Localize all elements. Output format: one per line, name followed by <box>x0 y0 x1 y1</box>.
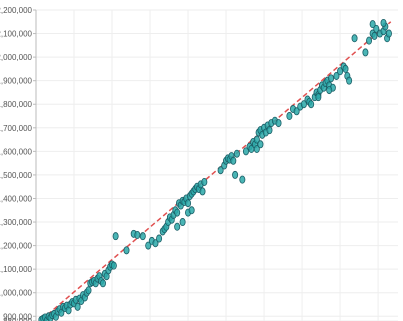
scatter-point <box>135 231 140 238</box>
scatter-point <box>327 87 332 94</box>
scatter-point <box>189 207 194 214</box>
scatter-point <box>328 75 333 82</box>
scatter-point <box>113 233 118 240</box>
y-tick-label: 2,100,000 <box>0 30 33 39</box>
scatter-point <box>240 176 245 183</box>
y-tick-label: 1,100,000 <box>0 265 33 274</box>
scatter-point <box>200 188 205 195</box>
scatter-point <box>343 65 348 72</box>
scatter-point <box>347 77 352 84</box>
scatter-point <box>124 247 129 254</box>
y-axis-ticks: 880,000900,0001,000,0001,100,0001,200,00… <box>0 6 36 321</box>
y-tick-label: 1,000,000 <box>0 289 33 298</box>
scatter-point <box>381 19 386 26</box>
scatter-point <box>316 94 321 101</box>
scatter-point <box>372 32 377 39</box>
scatter-point <box>111 262 116 269</box>
data-points <box>39 19 392 321</box>
scatter-point <box>276 119 281 126</box>
y-tick-label: 1,600,000 <box>0 147 33 156</box>
y-tick-label: 900,000 <box>3 312 32 321</box>
scatter-point <box>370 21 375 28</box>
scatter-point <box>231 157 236 164</box>
scatter-point <box>267 127 272 134</box>
scatter-point <box>202 178 207 185</box>
scatter-point <box>156 235 161 242</box>
y-tick-label: 1,200,000 <box>0 242 33 251</box>
scatter-point <box>233 171 238 178</box>
scatter-point <box>140 233 145 240</box>
scatter-point <box>185 200 190 207</box>
trendline <box>41 22 390 320</box>
scatter-point <box>175 209 180 216</box>
y-tick-label: 1,900,000 <box>0 77 33 86</box>
scatter-point <box>352 35 357 42</box>
y-tick-label: 1,400,000 <box>0 194 33 203</box>
scatter-point <box>258 141 263 148</box>
scatter-point <box>180 218 185 225</box>
y-tick-label: 1,700,000 <box>0 124 33 133</box>
scatter-point <box>100 280 105 287</box>
y-tick-label: 1,500,000 <box>0 171 33 180</box>
scatter-point <box>287 112 292 119</box>
y-tick-label: 1,800,000 <box>0 100 33 109</box>
y-tick-label: 2,000,000 <box>0 53 33 62</box>
scatter-point <box>309 101 314 108</box>
scatter-point <box>234 150 239 157</box>
y-tick-label: 1,300,000 <box>0 218 33 227</box>
y-grid-lines <box>36 10 398 321</box>
scatter-point <box>363 49 368 56</box>
y-tick-label: 2,200,000 <box>0 6 33 15</box>
scatter-point <box>86 287 91 294</box>
scatter-point <box>386 30 391 37</box>
scatter-point <box>366 37 371 44</box>
scatter-point <box>175 223 180 230</box>
